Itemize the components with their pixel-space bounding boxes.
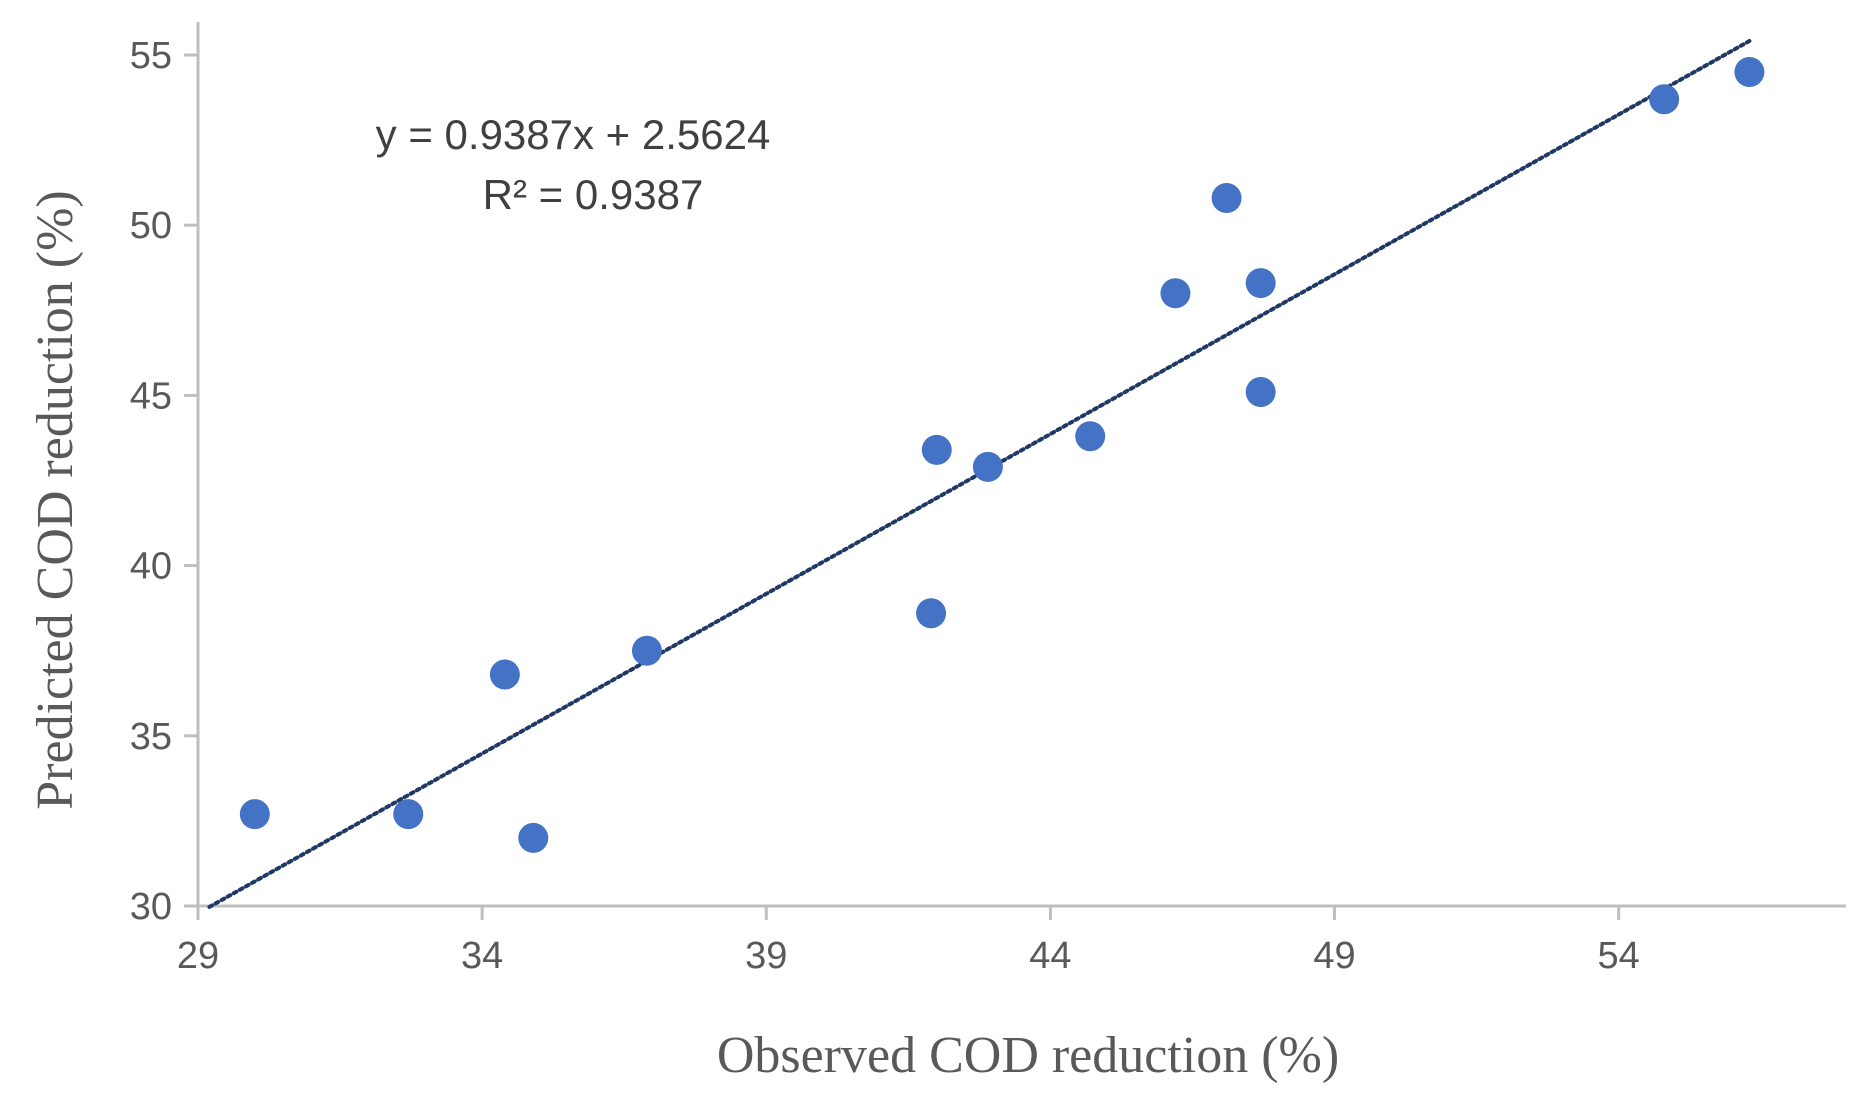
x-tick-label: 34 xyxy=(461,935,503,977)
data-point xyxy=(916,598,947,629)
y-tick-label: 30 xyxy=(130,886,172,928)
data-point xyxy=(1734,57,1765,88)
data-point xyxy=(1649,84,1680,115)
data-point xyxy=(972,451,1003,482)
data-point xyxy=(1211,182,1242,213)
data-point xyxy=(921,434,952,465)
x-axis-ticks: 29 34 39 44 49 54 xyxy=(177,906,1640,977)
data-point xyxy=(489,659,520,690)
data-point xyxy=(631,635,662,666)
data-point xyxy=(1160,278,1191,309)
y-tick-label: 35 xyxy=(130,716,172,758)
trendline-equation: y = 0.9387x + 2.5624 xyxy=(376,111,771,158)
data-point xyxy=(239,799,270,830)
x-tick-label: 29 xyxy=(177,935,219,977)
y-tick-label: 45 xyxy=(130,375,172,417)
x-axis-title: Observed COD reduction (%) xyxy=(717,1027,1339,1084)
data-point xyxy=(393,799,424,830)
y-tick-label: 50 xyxy=(130,205,172,247)
x-tick-label: 49 xyxy=(1313,935,1355,977)
x-tick-label: 54 xyxy=(1598,935,1640,977)
y-axis-ticks: 30 35 40 45 50 55 xyxy=(130,35,198,928)
y-axis-title: Predicted COD reduction (%) xyxy=(27,190,84,809)
y-tick-label: 40 xyxy=(130,546,172,588)
data-points xyxy=(239,57,1765,853)
data-point xyxy=(1075,421,1106,452)
data-point xyxy=(1245,268,1276,299)
data-point xyxy=(518,822,549,853)
axes xyxy=(184,22,1846,920)
data-point xyxy=(1245,376,1276,407)
x-tick-label: 44 xyxy=(1029,935,1071,977)
y-tick-label: 55 xyxy=(130,35,172,77)
r-squared-label: R² = 0.9387 xyxy=(483,171,704,218)
x-tick-label: 39 xyxy=(745,935,787,977)
